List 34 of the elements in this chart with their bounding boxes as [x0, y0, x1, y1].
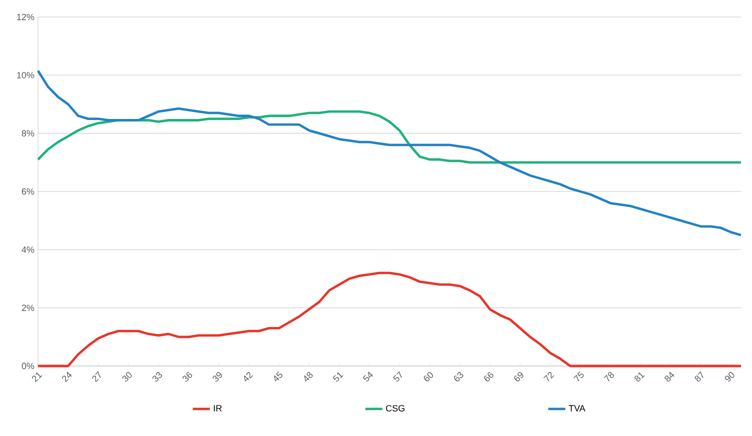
- x-tick-label: 33: [152, 372, 162, 382]
- y-tick-label: 12%: [17, 14, 34, 20]
- y-tick-label: 8%: [22, 130, 34, 137]
- y-tick-label: 6%: [22, 188, 34, 195]
- x-tick-label: 21: [32, 372, 42, 382]
- x-tick-label: 81: [634, 372, 645, 382]
- x-tick-label: 45: [274, 372, 282, 382]
- x-tick-label: 75: [574, 372, 584, 382]
- y-tick-label: 10%: [17, 72, 34, 78]
- x-tick-label: 42: [244, 372, 254, 382]
- x-tick-label: 87: [694, 371, 704, 382]
- x-tick-label: 54: [362, 372, 373, 382]
- legend-label: IR: [214, 405, 222, 412]
- x-tick-label: 69: [514, 372, 524, 382]
- y-tick-label: 0%: [22, 362, 34, 370]
- y-tick-label: 2%: [22, 304, 34, 311]
- x-tick-label: 63: [454, 372, 464, 382]
- legend-label: CSG: [386, 405, 404, 412]
- x-tick-label: 39: [212, 372, 222, 382]
- x-tick-label: 24: [62, 372, 72, 382]
- x-tick-label: 48: [304, 372, 313, 382]
- x-tick-label: 27: [92, 371, 101, 382]
- x-tick-label: 57: [393, 371, 402, 382]
- x-tick-label: 30: [122, 372, 132, 382]
- x-tick-label: 60: [424, 372, 433, 382]
- x-tick-label: 84: [664, 372, 674, 382]
- x-tick-label: 66: [484, 372, 494, 382]
- x-tick-label: 51: [332, 372, 344, 382]
- y-tick-label: 4%: [22, 246, 34, 253]
- x-tick-label: 72: [544, 372, 554, 382]
- x-tick-label: 90: [724, 372, 734, 382]
- x-tick-label: 36: [182, 372, 192, 382]
- x-tick-label: 78: [604, 372, 614, 382]
- legend-label: TVA: [568, 405, 586, 412]
